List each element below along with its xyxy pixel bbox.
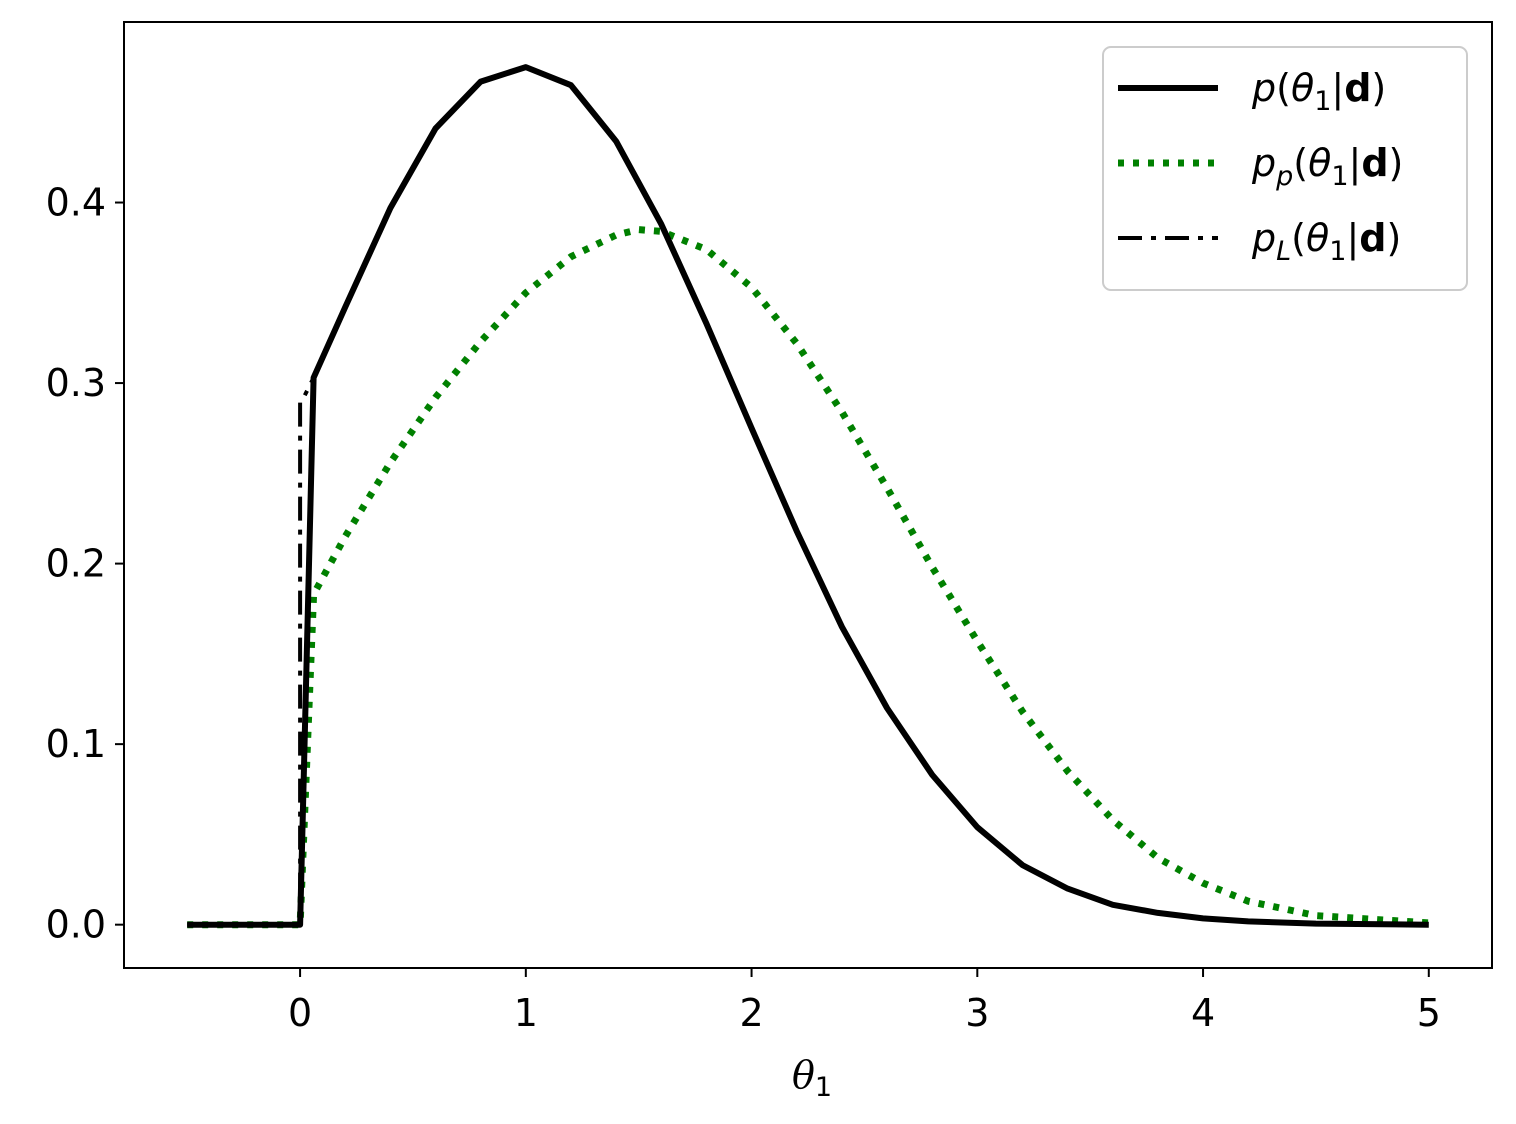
legend-label-1: pp(θ1|d) (1251, 141, 1403, 192)
legend-label-2: pL(θ1|d) (1251, 216, 1401, 267)
x-tick-label: 4 (1191, 991, 1215, 1035)
series-line-0 (187, 64, 1429, 928)
x-tick-label: 3 (965, 991, 989, 1035)
legend-label-0: p(θ1|d) (1251, 66, 1386, 117)
x-tick-label: 2 (739, 991, 763, 1035)
x-tick-label: 5 (1417, 991, 1441, 1035)
y-tick-label: 0.3 (46, 361, 106, 405)
series-layer (187, 64, 1430, 929)
y-axis: 0.0 0.1 0.2 0.3 0.4 (46, 181, 124, 947)
plot-frame (123, 21, 1493, 969)
y-tick-label: 0.0 (46, 903, 106, 947)
x-tick-label: 0 (288, 991, 312, 1035)
legend: p(θ1|d) pp(θ1|d) pL(θ1|d) (1102, 46, 1468, 291)
x-axis: 0 1 2 3 4 5 (288, 968, 1441, 1035)
x-tick-label: 1 (514, 991, 538, 1035)
y-tick-label: 0.2 (46, 542, 106, 586)
series-line-1 (187, 226, 1430, 929)
y-tick-label: 0.4 (46, 181, 106, 225)
legend-box (1102, 46, 1468, 291)
x-axis-label: θ1 (792, 1053, 832, 1103)
y-tick-label: 0.1 (46, 722, 106, 766)
